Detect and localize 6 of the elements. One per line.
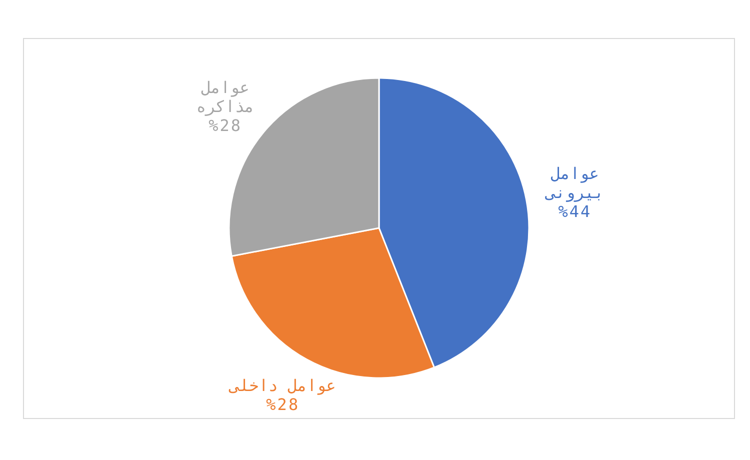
- slice-label: عوامل بیرونی: [544, 164, 604, 202]
- data-label: %28: [266, 395, 300, 414]
- slice-label: عوامل داخلی: [228, 376, 336, 396]
- data-label: %44: [558, 202, 592, 221]
- data-label: %28: [208, 116, 242, 136]
- slice-label: عوامل مذاکره: [196, 78, 254, 116]
